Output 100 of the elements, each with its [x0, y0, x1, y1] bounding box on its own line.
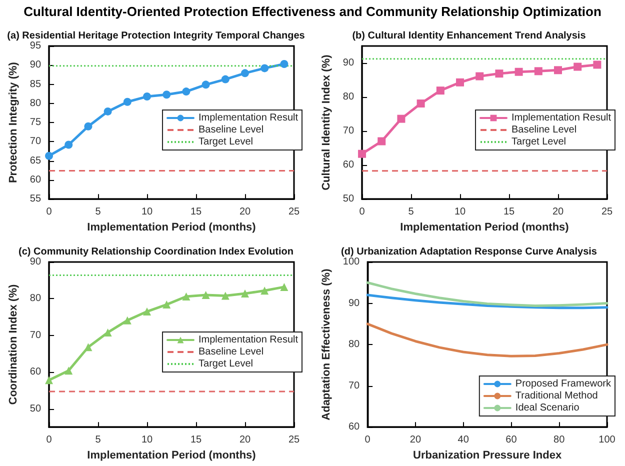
y-axis-title: Coordination Index (%) [8, 284, 20, 405]
y-tick-label: 80 [30, 98, 42, 109]
y-axis-title: Protection Integrity (%) [8, 62, 20, 184]
line-series [366, 281, 608, 307]
point [416, 100, 425, 108]
legend-label: Implementation Result [512, 112, 612, 124]
x-axis-title: Implementation Period (months) [87, 222, 256, 234]
x-tick-label: 15 [190, 206, 202, 218]
x-axis-title: Implementation Period (months) [87, 450, 256, 462]
y-tick-label: 60 [342, 160, 354, 171]
point [260, 64, 269, 72]
point [162, 300, 171, 309]
point [84, 343, 92, 352]
point [495, 70, 504, 78]
point [104, 107, 112, 116]
point [182, 88, 190, 96]
x-tick-label: 0 [46, 434, 52, 446]
x-tick-label: 0 [364, 434, 371, 446]
legend-label: Baseline Level [198, 124, 264, 136]
line-series [366, 294, 608, 310]
point [241, 290, 250, 298]
point [436, 86, 444, 95]
point [397, 114, 406, 123]
point [202, 291, 210, 300]
point [476, 72, 484, 80]
x-axis-title: Implementation Period (months) [400, 222, 570, 234]
point [64, 366, 73, 375]
x-tick-label: 0 [46, 206, 52, 218]
y-tick-label: 85 [30, 78, 42, 90]
legend-label: Implementation Result [198, 334, 298, 346]
y-tick-label: 100 [342, 256, 360, 268]
x-tick-label: 10 [141, 206, 154, 218]
y-tick-label: 70 [342, 126, 354, 137]
x-tick-label: 80 [554, 434, 566, 446]
text: Cultural Identity-Oriented Protection Effectiveness and Community Relationship Optimization [22, 4, 602, 19]
legend-label: Target Level [198, 358, 253, 370]
legend-label: Baseline Level [198, 346, 264, 358]
point [456, 78, 464, 86]
point [593, 60, 602, 69]
point [280, 60, 288, 68]
x-tick-label: 25 [601, 206, 613, 218]
point [64, 140, 73, 149]
legend-label: Ideal Scenario [515, 402, 580, 414]
x-tick-label: 15 [190, 434, 202, 446]
point [84, 122, 92, 130]
x-tick-label: 60 [506, 434, 518, 446]
point [123, 98, 132, 106]
point [45, 152, 54, 160]
point [280, 282, 288, 291]
y-tick-label: 70 [30, 330, 42, 341]
point [358, 150, 366, 158]
point [514, 68, 523, 76]
point [182, 292, 190, 300]
point [45, 376, 54, 384]
x-tick-label: 5 [95, 434, 102, 446]
x-tick-label: 20 [552, 206, 564, 218]
y-tick-label: 60 [30, 174, 42, 186]
line-series [366, 322, 608, 358]
x-tick-label: 20 [239, 434, 252, 446]
x-tick-label: 10 [454, 206, 466, 218]
x-tick-label: 100 [598, 434, 616, 446]
y-tick-label: 75 [30, 117, 42, 128]
point [554, 66, 562, 74]
x-tick-label: 25 [288, 434, 300, 446]
y-tick-label: 55 [30, 194, 42, 205]
y-tick-label: 60 [30, 366, 42, 378]
y-tick-label: 65 [30, 155, 42, 166]
point [202, 80, 210, 89]
legend-label: Traditional Method [515, 390, 598, 402]
point [104, 328, 112, 336]
legend-label: Target Level [512, 136, 566, 148]
y-tick-label: 80 [348, 339, 360, 350]
point [123, 316, 132, 324]
x-tick-label: 5 [95, 206, 102, 218]
point [162, 90, 171, 99]
point [143, 92, 152, 101]
y-tick-label: 95 [30, 40, 42, 52]
y-tick-label: 70 [30, 136, 42, 148]
point [378, 137, 386, 146]
x-tick-label: 5 [408, 206, 414, 218]
y-tick-label: 80 [30, 293, 42, 304]
x-axis-title: Urbanization Pressure Index [413, 450, 562, 462]
chart-title: (a) Residential Heritage Protection Integrity Temporal Changes [7, 30, 306, 42]
chart-title: (c) Community Relationship Coordination Index Evolution [18, 246, 294, 258]
point [143, 308, 152, 316]
point [574, 62, 582, 71]
chart-title: (d) Urbanization Adaptation Response Curve Analysis [341, 246, 598, 258]
point [534, 67, 542, 76]
x-tick-label: 15 [503, 206, 516, 218]
y-tick-label: 60 [348, 422, 360, 433]
y-tick-label: 90 [30, 60, 42, 71]
x-tick-label: 0 [359, 206, 366, 218]
chart-title: (b) Cultural Identity Enhancement Trend Analysis [352, 30, 586, 42]
x-tick-label: 20 [410, 434, 422, 446]
legend-label: Proposed Framework [515, 378, 612, 390]
y-axis-title: Cultural Identity Index (%) [320, 54, 332, 190]
y-tick-label: 80 [342, 92, 354, 103]
y-tick-label: 90 [30, 256, 42, 268]
y-tick-label: 50 [342, 194, 354, 205]
point [221, 292, 230, 300]
